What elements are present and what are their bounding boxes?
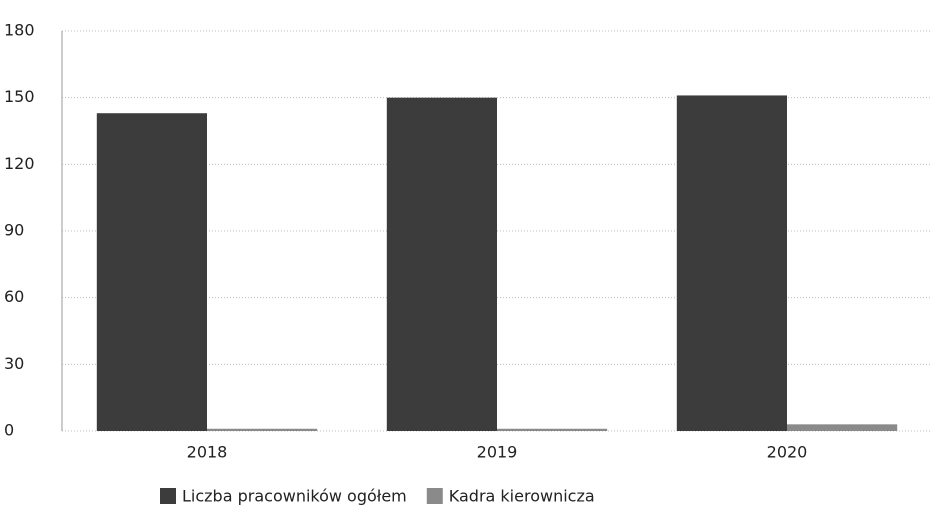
bar bbox=[676, 95, 787, 431]
bar bbox=[207, 428, 318, 431]
bar bbox=[96, 113, 207, 431]
y-tick-label: 0 bbox=[4, 421, 14, 440]
y-tick-label: 90 bbox=[4, 221, 24, 240]
bar bbox=[386, 97, 497, 432]
bar bbox=[787, 424, 898, 431]
legend-label: Kadra kierownicza bbox=[449, 487, 595, 506]
y-tick-label: 30 bbox=[4, 354, 24, 373]
legend-swatch bbox=[160, 488, 176, 504]
x-tick-label: 2018 bbox=[187, 443, 228, 462]
legend-label: Liczba pracowników ogółem bbox=[182, 487, 407, 506]
y-tick-label: 180 bbox=[4, 21, 35, 40]
y-tick-label: 120 bbox=[4, 154, 35, 173]
x-tick-label: 2019 bbox=[477, 443, 518, 462]
bar bbox=[497, 428, 608, 431]
legend-swatch bbox=[426, 488, 443, 504]
x-tick-label: 2020 bbox=[767, 443, 808, 462]
y-tick-label: 150 bbox=[4, 87, 35, 106]
y-tick-label: 60 bbox=[4, 287, 24, 306]
